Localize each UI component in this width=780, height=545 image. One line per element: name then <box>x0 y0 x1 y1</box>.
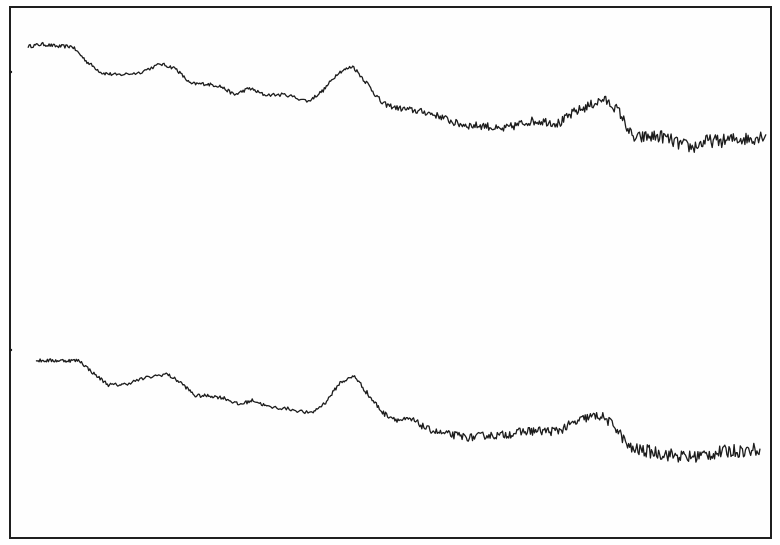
edge-mark <box>9 348 13 352</box>
plot-frame <box>9 6 772 539</box>
edge-mark <box>9 70 13 74</box>
trace-lower-line <box>35 358 761 463</box>
trace-upper-line <box>27 41 767 153</box>
